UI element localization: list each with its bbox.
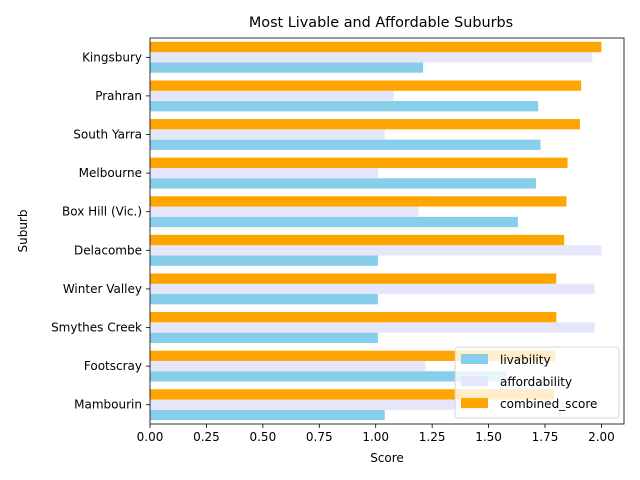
- x-tick-label: 0.50: [249, 430, 276, 444]
- y-axis: Kingsbury Prahran South Yarra Melbourne Box …: [51, 50, 150, 412]
- y-tick-label-prahran: Prahran: [95, 89, 142, 103]
- y-axis-label: Suburb: [16, 210, 30, 253]
- x-tick-label: 1.75: [532, 430, 559, 444]
- legend-label-affordability: affordability: [500, 375, 572, 389]
- y-tick-label-smythes-creek: Smythes Creek: [51, 321, 142, 335]
- y-tick-label-south-yarra: South Yarra: [73, 128, 142, 142]
- y-tick-label-winter-valley: Winter Valley: [63, 282, 142, 296]
- y-tick-label-kingsbury: Kingsbury: [82, 50, 142, 64]
- legend-swatch-combined-score: [461, 398, 488, 408]
- bar-livability-winter-valley: [150, 294, 378, 305]
- x-axis-label: Score: [370, 451, 404, 465]
- x-tick-label: 0.75: [306, 430, 333, 444]
- bar-combined-score-footscray: [150, 350, 556, 361]
- x-tick-label: 0.25: [193, 430, 220, 444]
- bar-livability-delacombe: [150, 255, 378, 266]
- bar-combined-score-kingsbury: [150, 41, 602, 53]
- bar-affordability-kingsbury: [150, 52, 593, 63]
- plot-frame: [149, 37, 625, 425]
- bar-combined-score-melbourne: [150, 157, 568, 168]
- bar-livability-footscray: [150, 371, 507, 382]
- bar-livability-prahran: [150, 101, 539, 112]
- bar-livability-south-yarra: [150, 139, 541, 150]
- bar-combined-score-box-hill-vic: [150, 196, 567, 207]
- bar-affordability-south-yarra: [150, 129, 385, 140]
- bar-combined-score-mambourin: [150, 389, 555, 400]
- bar-livability-smythes-creek: [150, 332, 378, 343]
- bar-livability-melbourne: [150, 178, 536, 189]
- x-tick-label: 1.00: [362, 430, 389, 444]
- bar-affordability-smythes-creek: [150, 322, 595, 333]
- bar-livability-mambourin: [150, 409, 385, 421]
- bar-combined-score-prahran: [150, 80, 582, 91]
- x-tick-label: 1.25: [419, 430, 446, 444]
- legend-box: [454, 346, 620, 419]
- bar-affordability-footscray: [150, 360, 426, 372]
- bars-group: [150, 41, 602, 421]
- legend-label-combined-score: combined_score: [500, 397, 597, 411]
- y-tick-label-delacombe: Delacombe: [74, 243, 142, 257]
- x-tick-label: 2.00: [588, 430, 615, 444]
- legend: livability affordability combined_score: [454, 346, 620, 419]
- x-axis: 0.00 0.25 0.50 0.75 1.00 1.25 1.50 1.75 2.00: [137, 424, 615, 444]
- bar-livability-box-hill-vic: [150, 216, 518, 228]
- bar-combined-score-winter-valley: [150, 273, 557, 284]
- legend-swatch-livability: [461, 354, 488, 364]
- y-tick-label-melbourne: Melbourne: [79, 166, 142, 180]
- bar-combined-score-smythes-creek: [150, 312, 557, 323]
- bar-affordability-box-hill-vic: [150, 206, 419, 217]
- bar-affordability-delacombe: [150, 245, 602, 256]
- bar-affordability-winter-valley: [150, 283, 595, 295]
- y-tick-label-footscray: Footscray: [84, 359, 142, 373]
- legend-swatch-affordability: [461, 376, 488, 386]
- bar-livability-kingsbury: [150, 62, 424, 73]
- bar-affordability-melbourne: [150, 167, 378, 179]
- legend-label-livability: livability: [500, 353, 551, 367]
- bar-affordability-prahran: [150, 90, 394, 102]
- y-tick-label-box-hill-vic: Box Hill (Vic.): [62, 205, 142, 219]
- bar-affordability-mambourin: [150, 399, 489, 410]
- x-tick-label: 0.00: [137, 430, 164, 444]
- x-tick-label: 1.50: [475, 430, 502, 444]
- bar-combined-score-delacombe: [150, 234, 565, 246]
- y-tick-label-mambourin: Mambourin: [74, 398, 142, 412]
- chart-title: Most Livable and Affordable Suburbs: [249, 15, 513, 31]
- bar-combined-score-south-yarra: [150, 119, 580, 130]
